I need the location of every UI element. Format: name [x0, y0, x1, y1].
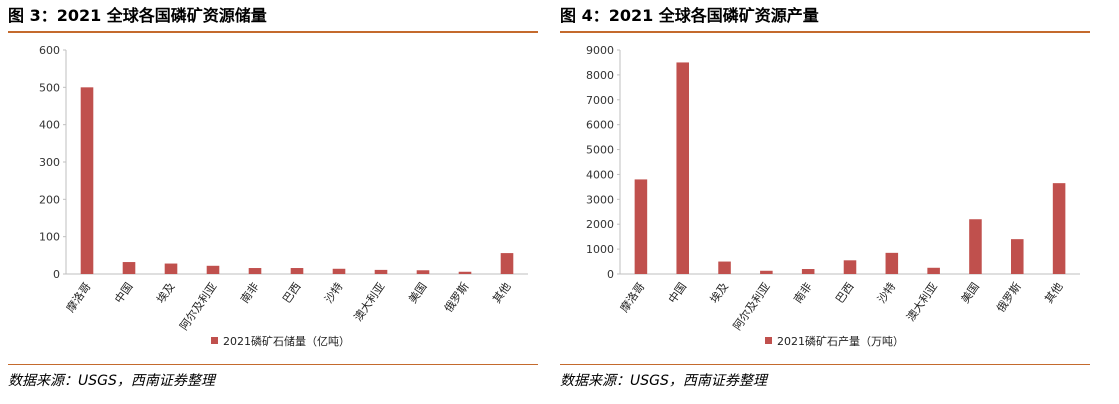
x-tick-label: 沙特	[321, 280, 345, 306]
x-tick-label: 其他	[1042, 280, 1065, 305]
y-tick-label: 200	[39, 193, 60, 206]
source-note: 数据来源：USGS，西南证券整理	[8, 373, 215, 389]
bar	[332, 268, 346, 274]
x-tick-label: 俄罗斯	[442, 280, 472, 314]
x-tick-label: 巴西	[280, 280, 303, 305]
figure-title: 图 4：2021 全球各国磷矿资源产量	[560, 6, 819, 25]
x-tick-label: 南非	[238, 280, 261, 305]
title-divider	[560, 31, 1090, 33]
bar	[843, 260, 857, 274]
x-tick-label: 美国	[406, 280, 429, 305]
y-tick-label: 0	[53, 268, 60, 281]
x-tick-label: 巴西	[833, 280, 856, 305]
footer-divider	[8, 364, 538, 365]
bar	[248, 268, 262, 274]
x-tick-label: 摩洛哥	[617, 280, 647, 315]
bar	[634, 179, 648, 274]
reserves-bar-chart: 0 100 200 300 400 500 600 摩洛哥 中国 埃及 阿尔及利亚 南非 巴西 沙特 澳大利…	[39, 44, 528, 348]
legend-swatch	[765, 337, 772, 344]
y-tick-label: 8000	[586, 69, 614, 82]
x-tick-label: 中国	[112, 280, 135, 305]
x-tick-label: 沙特	[874, 280, 898, 306]
bar	[1052, 183, 1066, 274]
bar	[500, 253, 514, 274]
bar	[80, 87, 94, 274]
production-bar-chart: 0 1000 2000 3000 4000 5000 6000 7000 8000 9000 摩洛哥…	[586, 44, 1080, 348]
x-tick-label: 澳大利亚	[351, 280, 388, 324]
x-tick-label: 俄罗斯	[994, 280, 1024, 314]
y-tick-label: 3000	[586, 193, 614, 206]
bar	[718, 261, 731, 274]
bar	[206, 265, 220, 274]
x-tick-label: 美国	[959, 280, 982, 305]
x-tick-label: 中国	[666, 280, 689, 305]
bar	[458, 271, 472, 274]
x-tick-label: 摩洛哥	[63, 280, 93, 315]
y-tick-label: 7000	[586, 94, 614, 107]
y-tick-label: 600	[39, 44, 60, 57]
x-tick-label: 阿尔及利亚	[731, 280, 773, 333]
y-tick-label: 400	[39, 119, 60, 132]
bar	[416, 270, 430, 274]
legend-swatch	[211, 337, 218, 344]
y-tick-label: 9000	[586, 44, 614, 57]
x-tick-label: 埃及	[153, 280, 177, 306]
y-tick-label: 2000	[586, 218, 614, 231]
y-tick-label: 300	[39, 156, 60, 169]
legend: 2021磷矿石产量（万吨）	[765, 334, 904, 348]
y-tick-label: 100	[39, 231, 60, 244]
figure-panel-production: 图 4：2021 全球各国磷矿资源产量 0 1000 2000 3000 4000 500…	[560, 0, 1098, 404]
source-note: 数据来源：USGS，西南证券整理	[560, 373, 767, 389]
bar	[290, 268, 304, 274]
title-divider	[8, 31, 538, 33]
bar	[122, 262, 136, 274]
bar	[927, 267, 940, 274]
x-tick-label: 南非	[791, 280, 814, 305]
figure-title: 图 3：2021 全球各国磷矿资源储量	[8, 6, 267, 25]
y-tick-label: 4000	[586, 168, 614, 181]
footer-divider	[560, 364, 1090, 365]
x-tick-label: 其他	[490, 280, 513, 305]
y-tick-label: 5000	[586, 144, 614, 157]
bar	[164, 263, 178, 274]
bar	[374, 269, 388, 274]
figure-panel-reserves: 图 3：2021 全球各国磷矿资源储量 0 100 200 300 400 500 600 摩…	[8, 0, 546, 404]
y-tick-label: 1000	[586, 243, 614, 256]
bar	[760, 270, 773, 274]
y-tick-label: 500	[39, 81, 60, 94]
bar	[801, 269, 815, 274]
x-tick-label: 澳大利亚	[903, 280, 940, 324]
legend-label: 2021磷矿石储量（亿吨）	[223, 334, 350, 348]
bar	[885, 252, 899, 274]
y-tick-label: 6000	[586, 119, 614, 132]
x-tick-label: 阿尔及利亚	[177, 280, 219, 333]
bar	[676, 62, 689, 274]
bar	[1011, 239, 1024, 274]
legend: 2021磷矿石储量（亿吨）	[211, 334, 350, 348]
bar	[969, 219, 982, 274]
x-tick-label: 埃及	[707, 280, 731, 306]
legend-label: 2021磷矿石产量（万吨）	[777, 334, 904, 348]
y-tick-label: 0	[607, 268, 614, 281]
